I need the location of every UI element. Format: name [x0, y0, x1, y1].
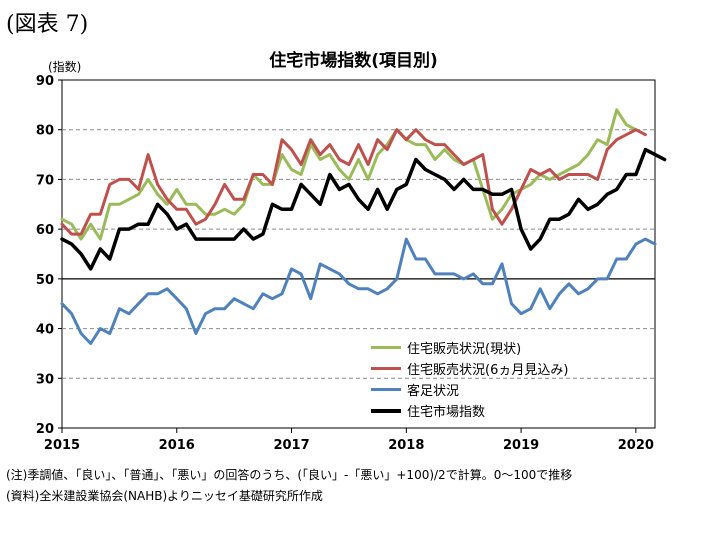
- y-tick-label: 20: [36, 422, 54, 437]
- y-tick-label: 70: [36, 173, 54, 188]
- series-line-2: [60, 237, 657, 345]
- legend-label: 住宅市場指数: [407, 405, 486, 420]
- y-axis-unit-label: (指数): [48, 60, 82, 74]
- x-tick-label: 2015: [44, 438, 80, 453]
- x-tick-label: 2016: [159, 438, 195, 453]
- legend-item-2: 客足状況: [371, 379, 568, 400]
- footnote-source: (資料)全米建設業協会(NAHB)よりニッセイ基礎研究所作成: [6, 489, 323, 503]
- series-line-1: [60, 128, 647, 236]
- y-tick-label: 80: [36, 124, 54, 139]
- y-tick-label: 90: [36, 74, 54, 89]
- y-tick-label: 30: [36, 372, 54, 387]
- legend-swatch: [371, 408, 401, 413]
- y-tick-label: 60: [36, 223, 54, 238]
- legend-swatch: [371, 388, 401, 391]
- figure-label: (図表 7): [6, 12, 89, 37]
- y-tick-label: 40: [36, 323, 54, 338]
- legend-swatch: [371, 346, 401, 349]
- legend-item-3: 住宅市場指数: [371, 400, 568, 421]
- y-tick-label: 50: [36, 273, 54, 288]
- legend-item-1: 住宅販売状況(6ヵ月見込み): [371, 358, 568, 379]
- x-tick-label: 2019: [503, 438, 539, 453]
- plot-area-frame: [61, 79, 656, 429]
- x-tick-label: 2020: [618, 438, 654, 453]
- x-tick-label: 2017: [273, 438, 309, 453]
- legend-item-0: 住宅販売状況(現状): [371, 337, 568, 358]
- legend-label: 住宅販売状況(6ヵ月見込み): [407, 363, 569, 378]
- x-tick-label: 2018: [388, 438, 424, 453]
- footnote-method: (注)季調値、「良い」、「普通」、「悪い」の回答のうち、(「良い」-「悪い」+1…: [6, 468, 573, 482]
- chart-title: 住宅市場指数(項目別): [269, 51, 438, 71]
- chart-legend: 住宅販売状況(現状) 住宅販売状況(6ヵ月見込み) 客足状況住宅市場指数: [371, 337, 568, 421]
- legend-swatch: [371, 367, 401, 370]
- legend-label: 客足状況: [407, 384, 460, 399]
- series-line-3: [60, 147, 667, 271]
- legend-label: 住宅販売状況(現状): [407, 342, 522, 357]
